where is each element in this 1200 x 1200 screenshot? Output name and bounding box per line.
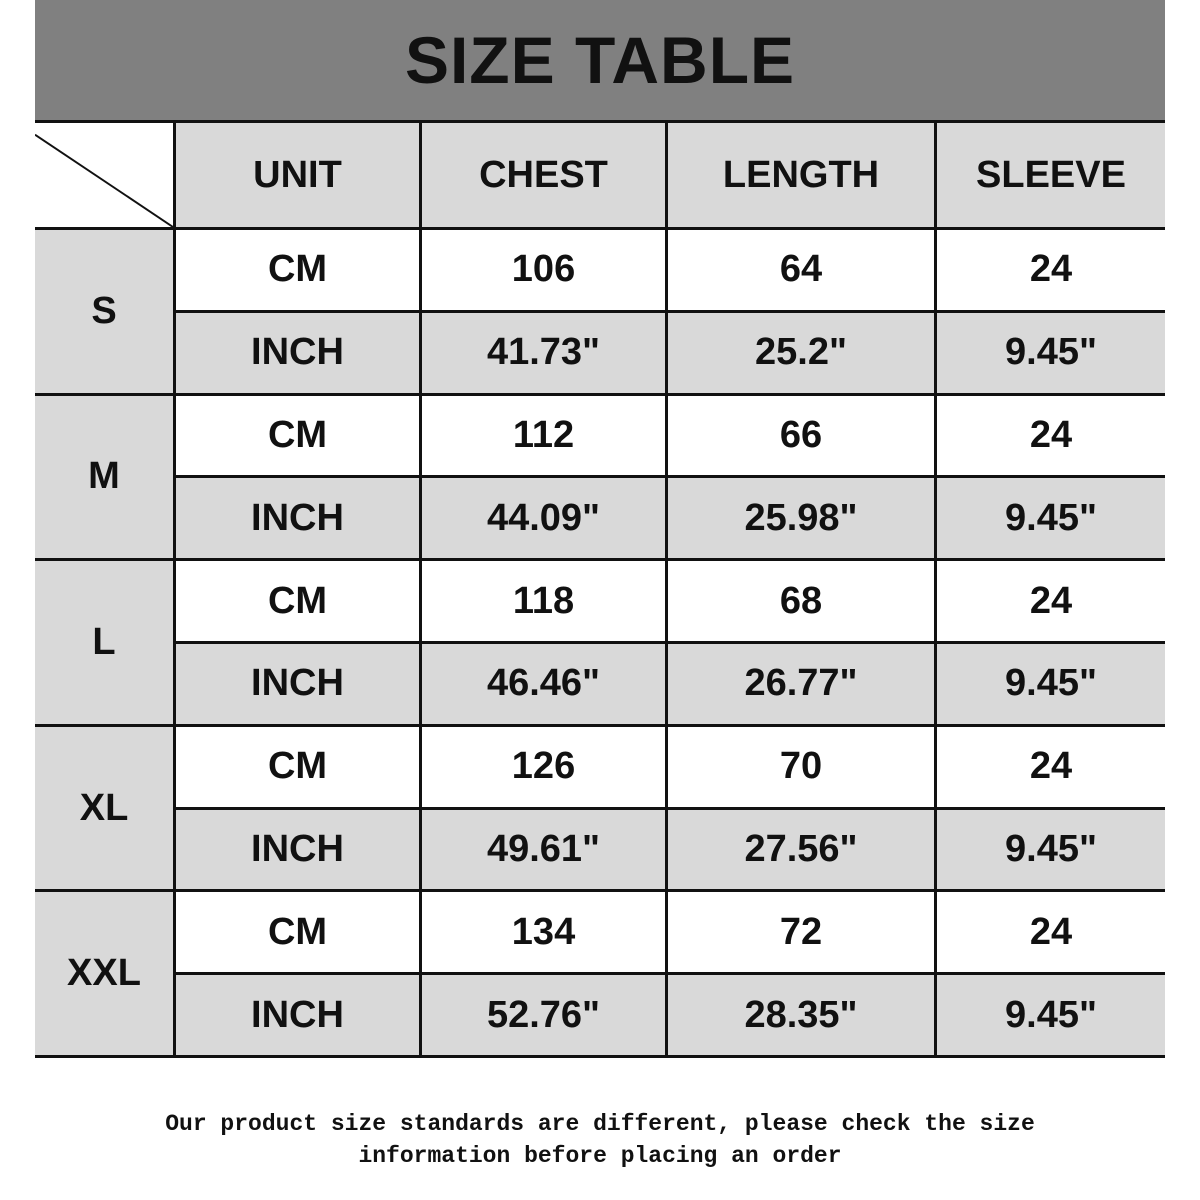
inch-cell: 28.35"	[668, 975, 937, 1058]
cm-cell: 66	[668, 395, 937, 479]
size-cell: XL	[35, 726, 176, 893]
inch-cell: 25.2"	[668, 312, 937, 396]
inch-cell: INCH	[176, 643, 422, 727]
inch-cell: 9.45"	[937, 975, 1165, 1058]
cm-cell: 64	[668, 230, 937, 313]
size-table: UNIT CHEST LENGTH SLEEVE S CM 106 64 24 INCH 4…	[35, 120, 1165, 1058]
cm-cell: CM	[176, 395, 422, 479]
corner-cell	[35, 123, 176, 230]
cm-cell: 70	[668, 726, 937, 810]
inch-cell: 9.45"	[937, 643, 1165, 727]
inch-cell: 52.76"	[422, 975, 668, 1058]
header-sleeve: SLEEVE	[937, 123, 1165, 230]
inch-cell: 9.45"	[937, 809, 1165, 893]
cm-cell: CM	[176, 726, 422, 810]
cm-cell: CM	[176, 892, 422, 976]
diagonal-line	[35, 133, 173, 227]
inch-cell: 26.77"	[668, 643, 937, 727]
size-cell: L	[35, 561, 176, 727]
header-unit: UNIT	[176, 123, 422, 230]
cm-cell: 24	[937, 892, 1165, 976]
cm-cell: 24	[937, 230, 1165, 313]
inch-cell: INCH	[176, 312, 422, 396]
cm-cell: 112	[422, 395, 668, 479]
cm-cell: 24	[937, 726, 1165, 810]
size-cell: S	[35, 230, 176, 396]
inch-cell: INCH	[176, 809, 422, 893]
cm-cell: 24	[937, 561, 1165, 644]
inch-cell: 25.98"	[668, 478, 937, 562]
cm-cell: 106	[422, 230, 668, 313]
page-title: SIZE TABLE	[35, 0, 1165, 120]
inch-cell: 27.56"	[668, 809, 937, 893]
cm-cell: 72	[668, 892, 937, 976]
cm-cell: 126	[422, 726, 668, 810]
cm-cell: 24	[937, 395, 1165, 479]
header-chest: CHEST	[422, 123, 668, 230]
cm-cell: 118	[422, 561, 668, 644]
size-cell: M	[35, 395, 176, 562]
inch-cell: 49.61"	[422, 809, 668, 893]
cm-cell: 134	[422, 892, 668, 976]
header-length: LENGTH	[668, 123, 937, 230]
cm-cell: CM	[176, 230, 422, 313]
inch-cell: 9.45"	[937, 478, 1165, 562]
inch-cell: 9.45"	[937, 312, 1165, 396]
inch-cell: 46.46"	[422, 643, 668, 727]
inch-cell: 41.73"	[422, 312, 668, 396]
inch-cell: INCH	[176, 478, 422, 562]
inch-cell: INCH	[176, 975, 422, 1058]
cm-cell: 68	[668, 561, 937, 644]
footer-note-line2: information before placing an order	[358, 1143, 842, 1169]
footer-note-line1: Our product size standards are different…	[165, 1111, 1035, 1137]
size-cell: XXL	[35, 892, 176, 1058]
cm-cell: CM	[176, 561, 422, 644]
inch-cell: 44.09"	[422, 478, 668, 562]
